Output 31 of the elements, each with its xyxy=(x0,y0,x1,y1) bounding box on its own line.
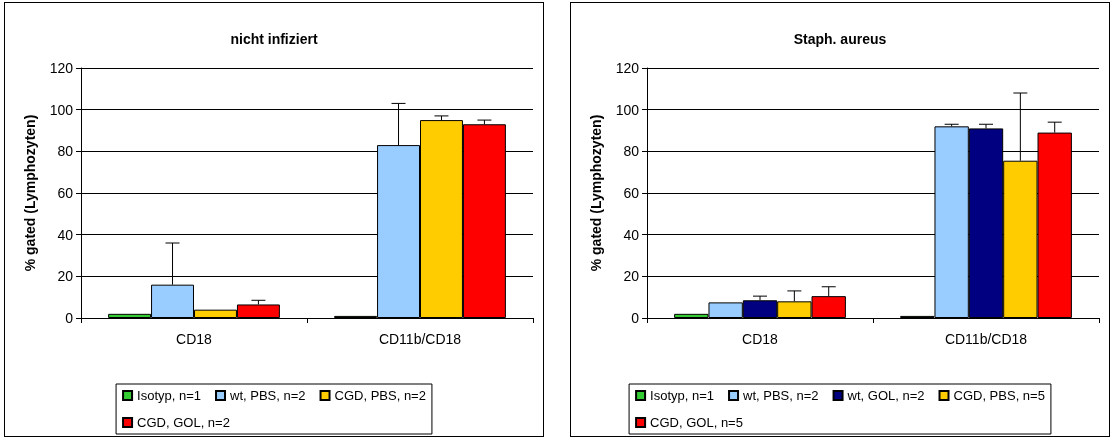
x-tick-label: CD18 xyxy=(742,331,779,347)
y-tick-label: 20 xyxy=(57,268,74,285)
y-tick-label: 100 xyxy=(49,101,74,118)
y-tick-label: 80 xyxy=(623,143,640,160)
y-tick-label: 20 xyxy=(623,268,640,285)
chart-title: nicht infiziert xyxy=(230,31,318,47)
legend-label: wt, PBS, n=2 xyxy=(229,388,306,403)
chart-title: Staph. aureus xyxy=(793,31,887,47)
legend-label: CGD, PBS, n=5 xyxy=(953,388,1045,403)
legend-label: wt, GOL, n=2 xyxy=(846,388,925,403)
y-tick-label: 0 xyxy=(631,310,640,326)
legend-label: CGD, PBS, n=2 xyxy=(334,388,426,403)
y-tick-label: 120 xyxy=(615,60,640,76)
y-tick-label: 120 xyxy=(49,60,74,76)
legend-label: Isotyp, n=1 xyxy=(137,388,202,403)
x-tick-label: CD18 xyxy=(176,331,213,347)
y-tick-label: 100 xyxy=(615,101,640,118)
y-tick-label: 60 xyxy=(57,185,74,201)
legend-label: CGD, GOL, n=2 xyxy=(137,415,230,430)
x-tick-label: CD11b/CD18 xyxy=(944,331,1028,347)
legend-label: Isotyp, n=1 xyxy=(650,388,715,403)
y-tick-label: 60 xyxy=(623,185,640,201)
y-tick-label: 80 xyxy=(57,143,74,160)
y-tick-label: 0 xyxy=(65,310,74,326)
legend-label: wt, PBS, n=2 xyxy=(742,388,819,403)
y-axis-title: % gated (Lymphozyten) xyxy=(588,114,604,272)
y-tick-label: 40 xyxy=(623,226,640,243)
y-axis-title: % gated (Lymphozyten) xyxy=(22,114,38,272)
x-tick-label: CD11b/CD18 xyxy=(378,331,462,347)
legend-label: CGD, GOL, n=5 xyxy=(650,415,743,430)
y-tick-label: 40 xyxy=(57,226,74,243)
